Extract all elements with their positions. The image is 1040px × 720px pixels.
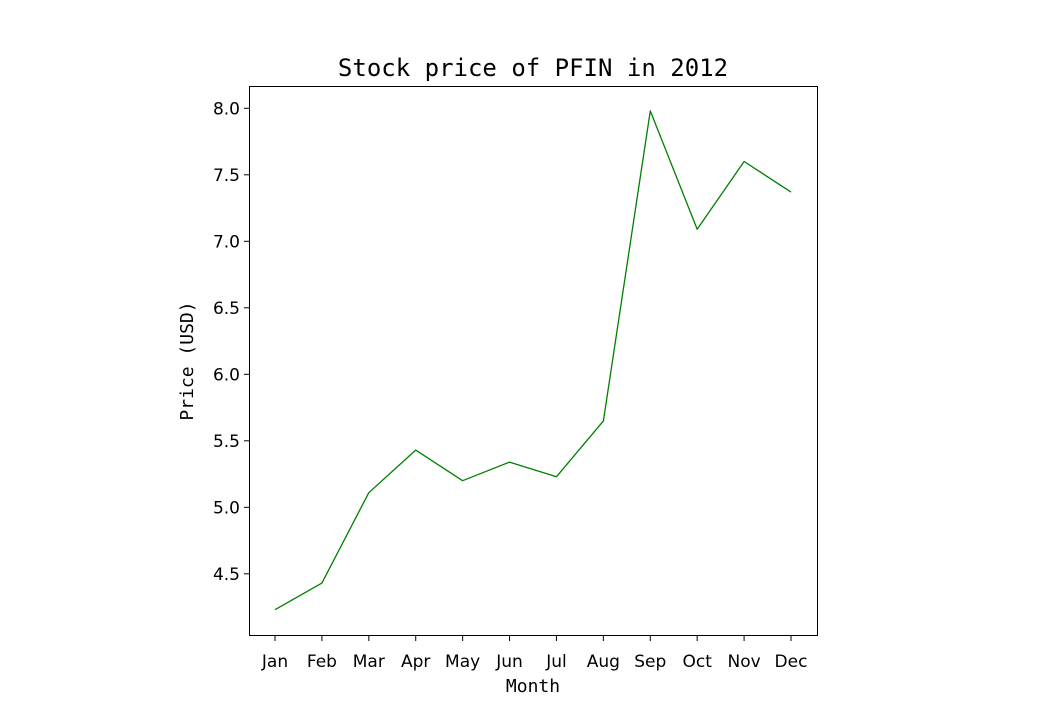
x-tick-label: Aug [587, 652, 620, 672]
y-tick-label: 8.0 [213, 99, 240, 119]
x-tick-label: Sep [634, 652, 666, 672]
y-tick-label: 5.5 [213, 432, 240, 452]
plot-frame [249, 86, 818, 636]
y-axis: 4.5 5.0 5.5 6.0 6.5 7.0 7.5 8.0 [213, 99, 250, 585]
x-tick-label: Nov [727, 652, 760, 672]
chart-title: Stock price of PFIN in 2012 [338, 54, 728, 82]
y-tick-label: 5.0 [213, 498, 240, 518]
x-axis: Jan Feb Mar Apr May Jun Jul Aug Sep Oct Nov Dec [261, 635, 808, 672]
y-axis-label: Price (USD) [177, 301, 198, 420]
y-tick-label: 7.0 [213, 232, 240, 252]
x-tick-label: Apr [401, 652, 430, 672]
y-tick-label: 4.5 [213, 565, 240, 585]
x-axis-label: Month [506, 676, 560, 697]
y-tick-label: 7.5 [213, 166, 240, 186]
x-tick-label: Mar [353, 652, 385, 672]
y-tick-label: 6.5 [213, 299, 240, 319]
x-tick-label: Feb [307, 652, 337, 672]
series-line [274, 110, 792, 611]
x-tick-label: Jun [495, 652, 523, 672]
x-tick-label: Dec [775, 652, 808, 672]
x-tick-label: Jul [545, 652, 567, 672]
series-layer [274, 110, 792, 611]
x-tick-label: Jan [261, 652, 288, 672]
x-tick-label: Oct [682, 652, 712, 672]
x-tick-label: May [445, 652, 480, 672]
y-tick-label: 6.0 [213, 365, 240, 385]
